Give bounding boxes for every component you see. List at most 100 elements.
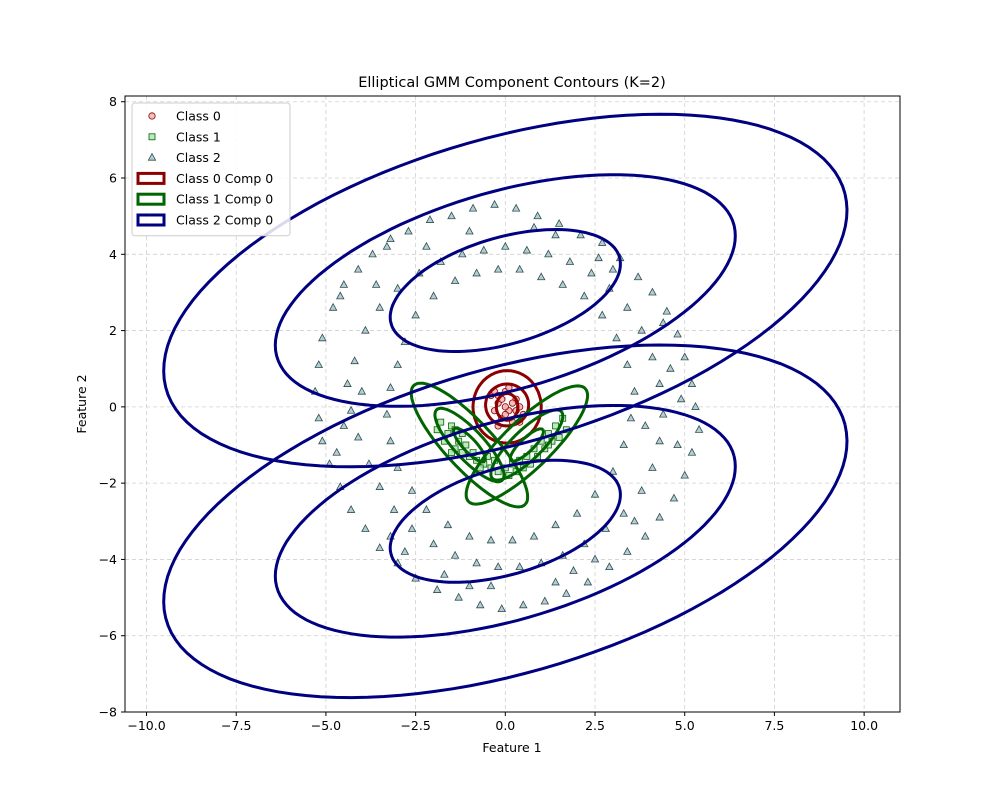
class-2-point (623, 360, 632, 368)
class-2-point (648, 463, 657, 471)
class-2-point (422, 241, 431, 250)
y-tick-label: 4 (109, 247, 117, 262)
class-2-point (346, 405, 356, 414)
class-2-point (353, 432, 363, 441)
x-tick-label: −5.0 (311, 718, 341, 733)
class-2-point (691, 402, 700, 410)
class-2-point (511, 203, 521, 212)
class-2-point (687, 379, 697, 387)
legend-label-class-1-comp-0: Class 1 Comp 0 (176, 192, 273, 207)
class-0-comp-0-contour (484, 382, 531, 428)
class-2-point (680, 352, 689, 361)
x-axis-label: Feature 1 (482, 740, 541, 755)
class-2-point (332, 447, 341, 456)
class-2-point (583, 577, 593, 586)
class-2-point (630, 386, 639, 395)
class-2-point (655, 436, 664, 445)
class-2-point (594, 253, 603, 262)
class-2-point (475, 600, 485, 609)
class-2-point (673, 329, 682, 338)
class-2-point (572, 508, 582, 517)
class-2-point (694, 424, 704, 433)
class-2-point (357, 386, 367, 395)
legend-label-class-2: Class 2 (176, 150, 221, 165)
class-2-point (576, 230, 585, 239)
class-2-point (529, 531, 539, 540)
class-2-point (640, 531, 650, 540)
class-2-point (515, 562, 524, 571)
class-2-comp-0-contour (273, 173, 737, 408)
class-2-point (411, 310, 420, 319)
class-2-point (522, 245, 532, 254)
legend-label-class-1: Class 1 (176, 129, 221, 144)
class-2-point (637, 325, 646, 334)
class-2-comp-0-contour (388, 458, 622, 584)
class-2-point (386, 436, 395, 445)
class-2-point (314, 413, 324, 422)
class-2-point (393, 360, 402, 368)
class-2-comp-0-contour (162, 112, 849, 469)
legend-swatch-class-1-comp-0 (136, 192, 166, 206)
class-0-point (501, 410, 509, 419)
class-2-point (608, 466, 618, 475)
class-2-point (658, 409, 668, 418)
class-2-point (687, 447, 697, 456)
class-2-point (597, 310, 607, 319)
class-2-point (450, 276, 460, 284)
grid-lines (125, 96, 900, 713)
class-1-comp-0-contour (508, 427, 545, 463)
class-2-point (443, 520, 453, 529)
class-2-point (673, 440, 682, 449)
class-2-point (386, 382, 395, 391)
class-2-point (393, 283, 402, 292)
class-2-point (450, 550, 460, 559)
class-2-point (626, 413, 636, 422)
class-1-comp-0-contour (433, 406, 506, 484)
class-2-point (429, 539, 438, 548)
class-1-comp-0-contour (489, 408, 565, 482)
x-tick-label: 5.0 (675, 718, 695, 733)
legend-label-class-2-comp-0: Class 2 Comp 0 (176, 213, 273, 228)
class-2-point (497, 604, 507, 613)
class-2-point (554, 218, 564, 227)
class-2-point (605, 562, 614, 571)
y-tick-label: −6 (99, 628, 117, 643)
class-2-point (393, 463, 402, 471)
class-2-point (565, 257, 575, 265)
y-tick-label: 0 (109, 399, 117, 414)
class-2-point (669, 493, 679, 502)
class-2-point (533, 211, 542, 220)
class-2-point (425, 215, 435, 223)
class-2-point (422, 505, 431, 513)
class-2-point (465, 581, 474, 590)
class-2-point (493, 562, 503, 571)
class-0-point (501, 403, 509, 411)
class-1-point (448, 422, 455, 430)
y-axis-label: Feature 2 (74, 374, 89, 433)
class-2-point (472, 268, 481, 277)
y-axis-ticks: −8 −6 −4 −2 0 2 4 6 8 (99, 94, 125, 720)
class-2-point (468, 203, 478, 212)
class-2-comp-0-contour (162, 343, 849, 700)
class-2-point (472, 558, 481, 567)
class-2-point (339, 421, 349, 429)
class-2-point (544, 249, 553, 258)
class-2-point (318, 436, 327, 445)
class-2-point (368, 249, 377, 258)
class-2-point (479, 245, 489, 254)
class-2-point (612, 333, 621, 342)
x-axis-ticks: −10.0 −7.5 −5.0 −2.5 0.0 2.5 5.0 7.5 10.0 (127, 712, 878, 733)
class-2-point (314, 360, 324, 368)
class-2-point (407, 485, 417, 494)
class-2-point (486, 581, 496, 590)
class-2-point (336, 291, 345, 300)
class-2-point (619, 508, 629, 517)
class-2-point (382, 409, 392, 418)
class-2-point (590, 554, 600, 563)
class-2-point (353, 264, 363, 273)
legend-label-class-0: Class 0 (176, 109, 221, 124)
class-2-point (400, 546, 410, 555)
legend-label-class-0-comp-0: Class 0 Comp 0 (176, 171, 273, 186)
class-2-point (486, 535, 496, 544)
x-tick-label: −2.5 (400, 718, 430, 733)
